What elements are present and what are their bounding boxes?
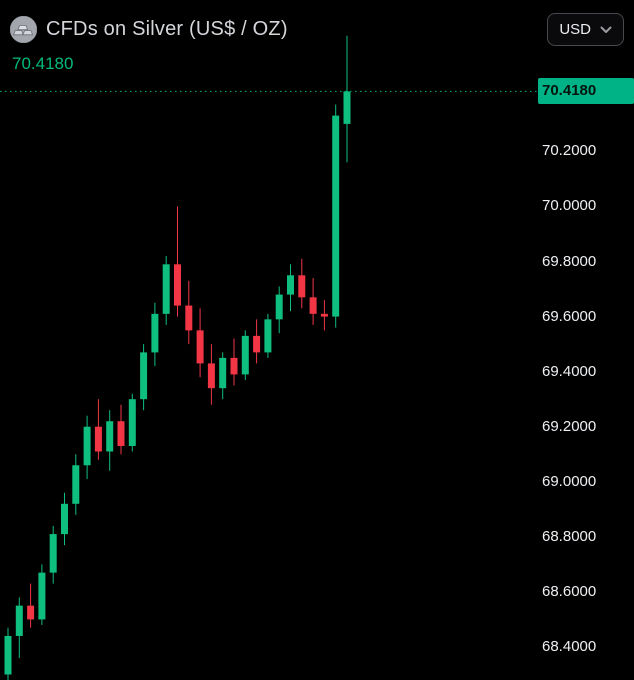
candlestick <box>185 280 193 345</box>
currency-dropdown[interactable]: USD <box>547 13 624 46</box>
candlestick <box>253 319 261 364</box>
candlestick <box>219 352 227 400</box>
candlestick <box>117 404 125 455</box>
candlestick <box>72 454 80 515</box>
price-axis-label: 69.8000 <box>542 252 597 270</box>
silver-instrument-icon <box>10 16 37 43</box>
price-axis-label: 68.4000 <box>542 637 597 655</box>
last-price-text: 70.4180 <box>12 54 74 73</box>
chart-title: CFDs on Silver (US$ / OZ) <box>46 18 288 40</box>
candlestick <box>230 338 238 386</box>
price-axis-label: 69.2000 <box>542 417 597 435</box>
candlestick <box>94 399 102 460</box>
chart-header: CFDs on Silver (US$ / OZ) <box>10 16 288 43</box>
candlestick <box>140 344 148 411</box>
chevron-down-icon <box>600 26 612 34</box>
candlestick <box>151 302 159 367</box>
price-axis-label: 69.4000 <box>542 362 597 380</box>
candlestick <box>320 300 328 331</box>
price-axis-label: 70.2000 <box>542 142 597 160</box>
price-axis-label: 68.8000 <box>542 527 597 545</box>
candlestick <box>162 256 170 325</box>
candlestick <box>61 492 68 546</box>
candlestick <box>287 264 294 312</box>
candlestick <box>38 564 46 625</box>
currency-dropdown-value: USD <box>559 21 591 38</box>
candlestick <box>207 344 215 405</box>
candlestick <box>15 597 23 658</box>
candlestick <box>309 278 317 325</box>
price-axis-label: 69.6000 <box>542 307 597 325</box>
price-axis[interactable]: 70.4180 70.2000 70.0000 69.8000 69.6000 69.4… <box>538 0 634 680</box>
candlestick <box>128 393 136 452</box>
candlestick <box>275 286 283 334</box>
price-axis-label: 68.6000 <box>542 582 597 600</box>
candlestick <box>106 410 114 471</box>
candlestick <box>298 258 306 309</box>
candlestick <box>196 308 204 378</box>
price-axis-label: 69.0000 <box>542 472 597 490</box>
candlestick <box>27 583 35 628</box>
candlestick <box>4 627 12 680</box>
candlestick <box>264 313 272 358</box>
price-axis-label: 70.0000 <box>542 197 597 215</box>
candlestick <box>49 525 57 584</box>
candlestick <box>343 35 351 163</box>
candlestick <box>241 330 249 380</box>
candlestick <box>83 415 91 480</box>
candlestick <box>174 206 181 317</box>
candlestick <box>332 104 340 328</box>
current-price-badge: 70.4180 <box>538 78 634 105</box>
